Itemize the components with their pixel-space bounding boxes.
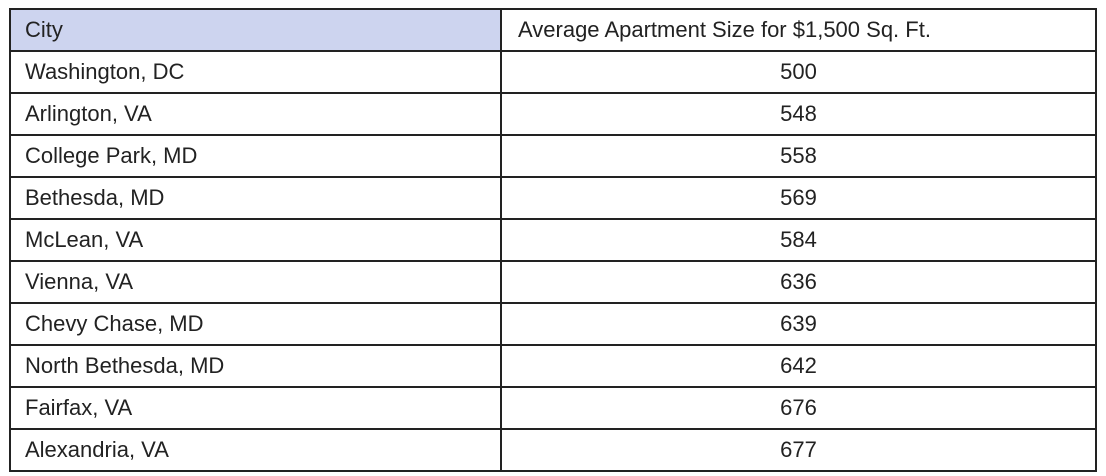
data-table: City Average Apartment Size for $1,500 S… <box>9 8 1097 472</box>
size-cell: 676 <box>500 386 1097 430</box>
header-cell: Average Apartment Size for $1,500 Sq. Ft… <box>500 8 1097 52</box>
table-row: Fairfax, VA 676 <box>9 386 1097 430</box>
city-cell: Bethesda, MD <box>9 176 502 220</box>
size-cell: 677 <box>500 428 1097 472</box>
size-cell: 584 <box>500 218 1097 262</box>
table-row: Arlington, VA 548 <box>9 92 1097 136</box>
city-cell: Alexandria, VA <box>9 428 502 472</box>
city-cell: College Park, MD <box>9 134 502 178</box>
table-row: Chevy Chase, MD 639 <box>9 302 1097 346</box>
table-row: College Park, MD 558 <box>9 134 1097 178</box>
city-cell: Fairfax, VA <box>9 386 502 430</box>
size-cell: 639 <box>500 302 1097 346</box>
size-cell: 548 <box>500 92 1097 136</box>
city-cell: Chevy Chase, MD <box>9 302 502 346</box>
city-cell: McLean, VA <box>9 218 502 262</box>
table-row: Alexandria, VA 677 <box>9 428 1097 472</box>
city-cell: Washington, DC <box>9 50 502 94</box>
table-row: Bethesda, MD 569 <box>9 176 1097 220</box>
city-cell: Arlington, VA <box>9 92 502 136</box>
size-cell: 500 <box>500 50 1097 94</box>
size-cell: 642 <box>500 344 1097 388</box>
city-cell: Vienna, VA <box>9 260 502 304</box>
header-row: City Average Apartment Size for $1,500 S… <box>9 8 1097 52</box>
size-cell: 569 <box>500 176 1097 220</box>
size-cell: 558 <box>500 134 1097 178</box>
city-cell: North Bethesda, MD <box>9 344 502 388</box>
size-cell: 636 <box>500 260 1097 304</box>
header-cell: City <box>9 8 502 52</box>
table-row: McLean, VA 584 <box>9 218 1097 262</box>
table-row: Washington, DC 500 <box>9 50 1097 94</box>
table-row: Vienna, VA 636 <box>9 260 1097 304</box>
table-body: Washington, DC 500 Arlington, VA 548 College… <box>9 50 1097 472</box>
table-row: North Bethesda, MD 642 <box>9 344 1097 388</box>
